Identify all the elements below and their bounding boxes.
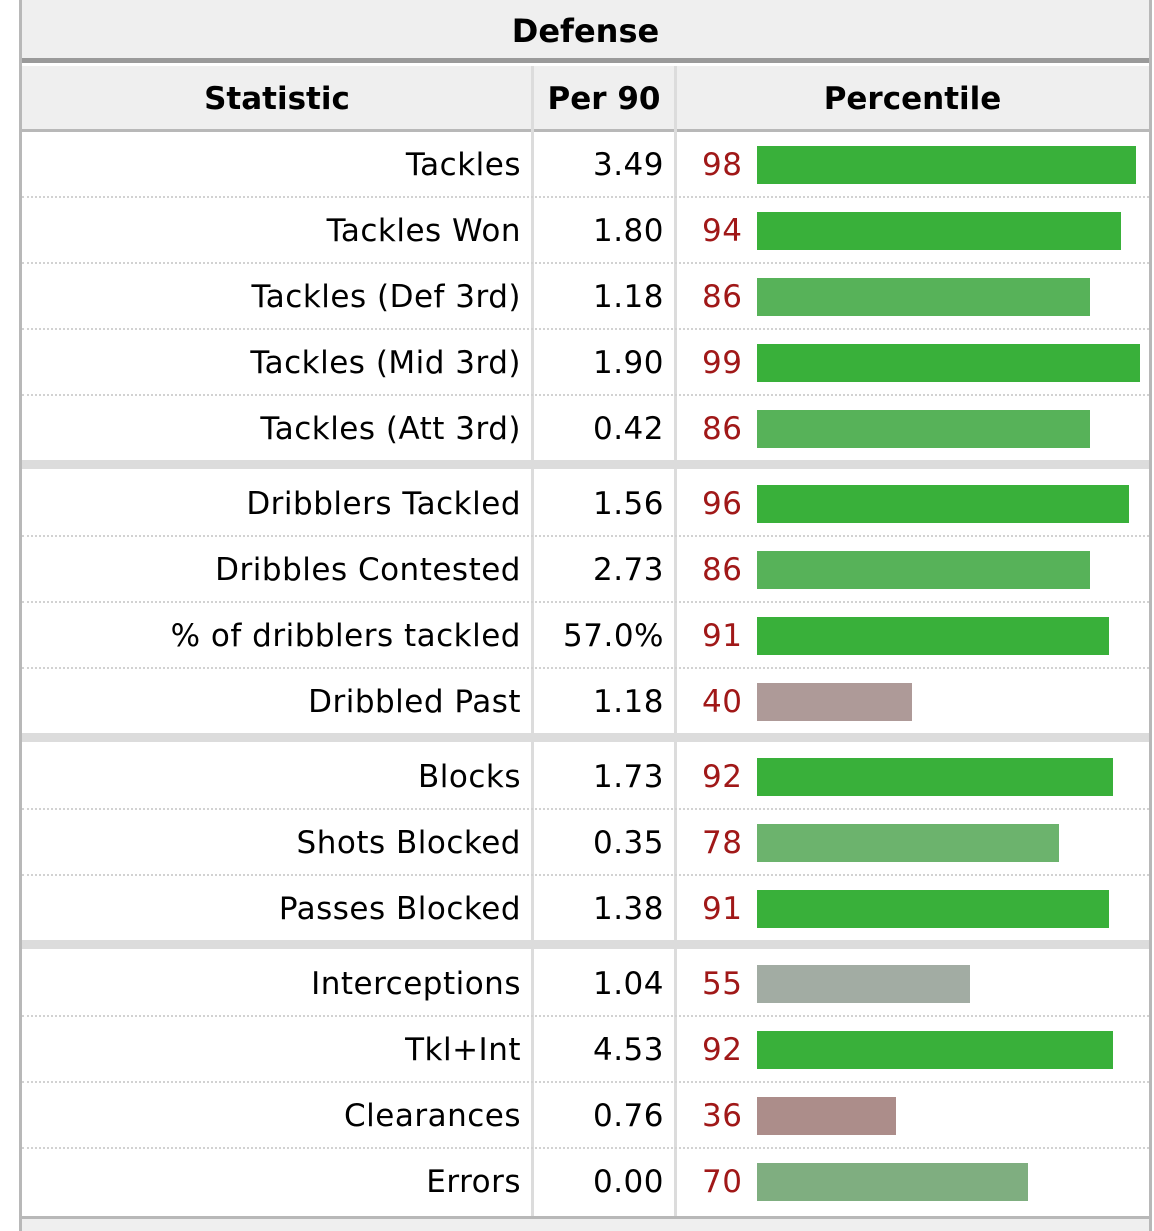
stat-name: Tackles (Att 3rd) — [260, 411, 521, 447]
percentile-bar — [757, 344, 1140, 382]
group-separator — [22, 460, 1149, 469]
percentile-bar — [757, 617, 1109, 655]
table-row[interactable]: Dribblers Tackled 1.56 96 — [22, 471, 1149, 537]
percentile-value: 78 — [702, 825, 743, 861]
group-separator — [22, 733, 1149, 742]
percentile-bar — [757, 410, 1090, 448]
table-row[interactable]: Clearances 0.76 36 — [22, 1083, 1149, 1149]
column-header-percentile[interactable]: Percentile — [823, 81, 1002, 117]
percentile-value: 92 — [702, 759, 743, 795]
per90-value: 2.73 — [592, 552, 664, 588]
percentile-value: 36 — [702, 1098, 743, 1134]
stat-name: Tackles (Mid 3rd) — [250, 345, 521, 381]
percentile-value: 86 — [702, 552, 743, 588]
column-header-per90[interactable]: Per 90 — [547, 81, 661, 117]
table-row[interactable]: Interceptions 1.04 55 — [22, 951, 1149, 1017]
per90-value: 1.04 — [592, 966, 664, 1002]
percentile-bar — [757, 824, 1059, 862]
per90-value: 3.49 — [592, 147, 664, 183]
per90-value: 57.0% — [563, 618, 664, 654]
stat-name: Dribbled Past — [308, 684, 521, 720]
percentile-bar — [757, 212, 1121, 250]
per90-value: 1.38 — [592, 891, 664, 927]
percentile-bar — [757, 965, 970, 1003]
percentile-value: 98 — [702, 147, 743, 183]
percentile-bar — [757, 1163, 1028, 1201]
table-row[interactable]: Errors 0.00 70 — [22, 1149, 1149, 1215]
percentile-bar — [757, 146, 1136, 184]
percentile-value: 96 — [702, 486, 743, 522]
stat-name: Dribblers Tackled — [246, 486, 521, 522]
group-separator — [22, 940, 1149, 949]
stat-name: Blocks — [418, 759, 521, 795]
percentile-value: 99 — [702, 345, 743, 381]
percentile-value: 91 — [702, 618, 743, 654]
stat-name: Clearances — [344, 1098, 521, 1134]
percentile-bar — [757, 1031, 1113, 1069]
column-divider — [531, 66, 534, 1231]
stat-name: Tackles — [405, 147, 521, 183]
stat-name: Passes Blocked — [278, 891, 521, 927]
stat-name: Tkl+Int — [405, 1032, 521, 1068]
percentile-bar — [757, 1097, 896, 1135]
per90-value: 0.76 — [592, 1098, 664, 1134]
stat-name: Interceptions — [311, 966, 521, 1002]
table-row[interactable]: Blocks 1.73 92 — [22, 744, 1149, 810]
table-row[interactable]: Dribbles Contested 2.73 86 — [22, 537, 1149, 603]
stat-name: Tackles Won — [326, 213, 521, 249]
per90-value: 1.18 — [592, 684, 664, 720]
table-row[interactable]: Passes Blocked 1.38 91 — [22, 876, 1149, 942]
percentile-bar — [757, 890, 1109, 928]
stat-name: Dribbles Contested — [215, 552, 521, 588]
table-row[interactable]: % of dribblers tackled 57.0% 91 — [22, 603, 1149, 669]
per90-value: 4.53 — [592, 1032, 664, 1068]
percentile-value: 86 — [702, 279, 743, 315]
percentile-bar — [757, 551, 1090, 589]
column-divider — [674, 66, 677, 1231]
per90-value: 1.56 — [592, 486, 664, 522]
table-row[interactable]: Tackles Won 1.80 94 — [22, 198, 1149, 264]
percentile-bar — [757, 278, 1090, 316]
stat-name: Errors — [426, 1164, 521, 1200]
column-header-statistic[interactable]: Statistic — [204, 81, 350, 117]
table-row[interactable]: Shots Blocked 0.35 78 — [22, 810, 1149, 876]
table-title: Defense — [22, 0, 1149, 63]
per90-value: 1.73 — [592, 759, 664, 795]
per90-value: 0.42 — [592, 411, 664, 447]
percentile-bar — [757, 683, 912, 721]
per90-value: 0.00 — [592, 1164, 664, 1200]
percentile-value: 70 — [702, 1164, 743, 1200]
percentile-bar — [757, 485, 1129, 523]
table-row[interactable]: Tkl+Int 4.53 92 — [22, 1017, 1149, 1083]
per90-value: 1.18 — [592, 279, 664, 315]
percentile-value: 94 — [702, 213, 743, 249]
percentile-value: 86 — [702, 411, 743, 447]
percentile-value: 92 — [702, 1032, 743, 1068]
per90-value: 0.35 — [592, 825, 664, 861]
stat-name: % of dribblers tackled — [170, 618, 521, 654]
percentile-value: 55 — [702, 966, 743, 1002]
table-row[interactable]: Tackles (Def 3rd) 1.18 86 — [22, 264, 1149, 330]
stat-name: Shots Blocked — [296, 825, 521, 861]
table-row[interactable]: Tackles (Mid 3rd) 1.90 99 — [22, 330, 1149, 396]
percentile-bar — [757, 758, 1113, 796]
stat-name: Tackles (Def 3rd) — [251, 279, 521, 315]
table-row[interactable]: Dribbled Past 1.18 40 — [22, 669, 1149, 735]
table-header-row: Statistic Per 90 Percentile — [22, 66, 1149, 132]
table-bottom-edge — [22, 1216, 1149, 1231]
per90-value: 1.80 — [592, 213, 664, 249]
table-row[interactable]: Tackles (Att 3rd) 0.42 86 — [22, 396, 1149, 462]
percentile-value: 91 — [702, 891, 743, 927]
defense-stats-table: Defense Statistic Per 90 Percentile Tack… — [19, 0, 1152, 1231]
percentile-value: 40 — [702, 684, 743, 720]
per90-value: 1.90 — [592, 345, 664, 381]
table-row[interactable]: Tackles 3.49 98 — [22, 132, 1149, 198]
